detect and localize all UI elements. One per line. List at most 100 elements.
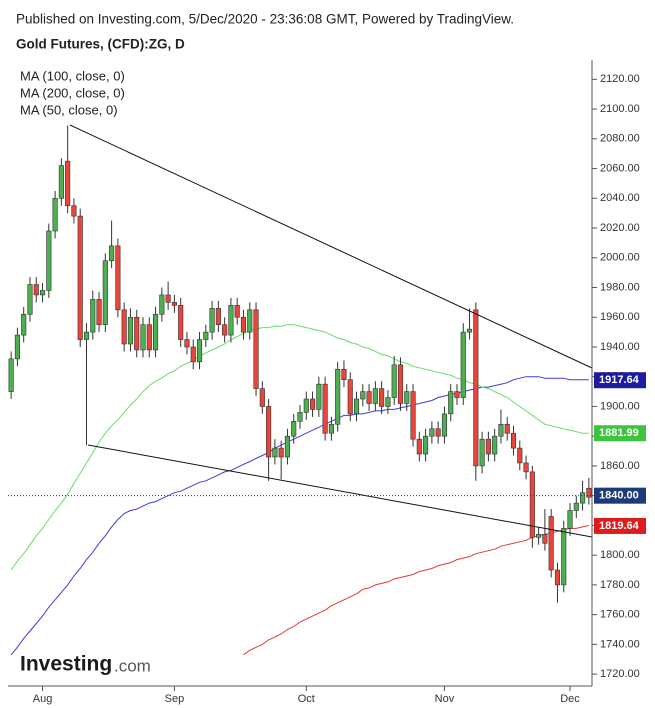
ma-line xyxy=(10,324,589,571)
plot-area xyxy=(8,125,592,656)
candle-body xyxy=(536,534,542,538)
candle-body xyxy=(341,368,347,380)
x-tick-label: Aug xyxy=(33,693,53,705)
legend-entry: MA (50, close, 0) xyxy=(20,102,118,117)
ma-line xyxy=(10,376,589,656)
candle-body xyxy=(190,346,196,363)
candle-body xyxy=(303,398,309,413)
candle-body xyxy=(328,423,334,434)
candle-body xyxy=(316,383,322,410)
y-tick-label: 2040.00 xyxy=(600,192,640,204)
price-tag-label: 1881.99 xyxy=(599,427,639,439)
candle-body xyxy=(21,313,27,336)
candle-body xyxy=(492,435,498,455)
candle-body xyxy=(479,438,485,467)
candle-body xyxy=(65,160,71,207)
logo: Investing xyxy=(20,653,112,676)
candle-body xyxy=(234,305,240,318)
candle-body xyxy=(435,428,441,437)
y-tick-label: 2060.00 xyxy=(600,162,640,174)
y-tick-label: 1980.00 xyxy=(600,281,640,293)
y-tick-label: 1780.00 xyxy=(600,579,640,591)
legend-entry: MA (100, close, 0) xyxy=(20,68,125,83)
trendline xyxy=(87,444,593,538)
candle-body xyxy=(278,447,284,458)
candle-body xyxy=(485,438,491,455)
legend-entry: MA (200, close, 0) xyxy=(20,85,125,100)
candle-body xyxy=(247,309,253,333)
x-tick-label: Sep xyxy=(165,693,185,705)
candle-body xyxy=(14,334,20,360)
candle-body xyxy=(309,398,316,410)
x-tick-label: Dec xyxy=(560,693,580,705)
candle-body xyxy=(466,328,473,333)
candle-body xyxy=(203,331,209,340)
candle-body xyxy=(498,423,504,437)
y-tick-label: 1800.00 xyxy=(600,549,640,561)
y-tick-label: 2000.00 xyxy=(600,252,640,264)
price-tag xyxy=(594,372,646,389)
y-tick-label: 1860.00 xyxy=(600,460,640,472)
x-tick-label: Oct xyxy=(298,693,315,705)
candle-body xyxy=(253,309,259,389)
y-tick-label: 1960.00 xyxy=(600,311,640,323)
candle-body xyxy=(284,435,291,458)
candle-body xyxy=(178,305,184,340)
candle-body xyxy=(146,324,152,351)
header: Published on Investing.com, 5/Dec/2020 -… xyxy=(16,12,514,27)
candle-body xyxy=(335,368,341,425)
candle-body xyxy=(58,165,64,199)
candle-body xyxy=(96,299,102,325)
candle-body xyxy=(517,447,523,464)
candle-body xyxy=(567,510,573,529)
candle-body xyxy=(90,299,96,333)
candle-body xyxy=(523,462,529,473)
y-tick-label: 2100.00 xyxy=(600,103,640,115)
candle-body xyxy=(322,383,328,434)
candle-body xyxy=(580,492,586,504)
candle-body xyxy=(27,284,33,315)
ma-line xyxy=(243,524,590,656)
y-tick-label: 1900.00 xyxy=(600,400,640,412)
candle-body xyxy=(379,388,385,407)
candle-body xyxy=(171,302,177,306)
candle-body xyxy=(222,324,228,336)
candle-body xyxy=(561,528,567,586)
candle-body xyxy=(366,391,372,404)
candle-body xyxy=(8,358,14,392)
candle-body xyxy=(196,339,203,363)
candle-body xyxy=(573,502,579,511)
candle-body xyxy=(215,308,221,325)
candle-body xyxy=(259,388,265,407)
candle-body xyxy=(510,432,517,449)
price-tag xyxy=(594,487,646,504)
candle-body xyxy=(360,391,366,400)
y-tick-label: 1940.00 xyxy=(600,341,640,353)
candle-body xyxy=(454,391,460,398)
price-tag-label: 1840.00 xyxy=(599,490,639,502)
candle-body xyxy=(33,284,39,296)
candle-body xyxy=(448,391,454,415)
candle-body xyxy=(102,260,108,325)
candle-body xyxy=(134,316,140,351)
y-tick-label: 2080.00 xyxy=(600,133,640,145)
price-tag-label: 1819.64 xyxy=(599,520,640,532)
candle-body xyxy=(410,391,416,440)
candle-body xyxy=(39,290,46,296)
candle-body xyxy=(429,428,435,437)
candle-body xyxy=(504,423,510,434)
candle-body xyxy=(159,294,165,315)
candle-body xyxy=(83,331,90,340)
candle-body xyxy=(542,534,548,544)
y-tick-label: 1760.00 xyxy=(600,609,640,621)
candle-body xyxy=(71,205,77,217)
y-tick-label: 1720.00 xyxy=(600,668,640,680)
candle-body xyxy=(385,397,391,407)
candle-body xyxy=(404,391,410,404)
logo-suffix: .com xyxy=(114,656,151,675)
candle-body xyxy=(121,309,127,345)
candle-body xyxy=(397,364,404,404)
x-tick-label: Nov xyxy=(435,693,455,705)
candle-body xyxy=(165,294,171,303)
